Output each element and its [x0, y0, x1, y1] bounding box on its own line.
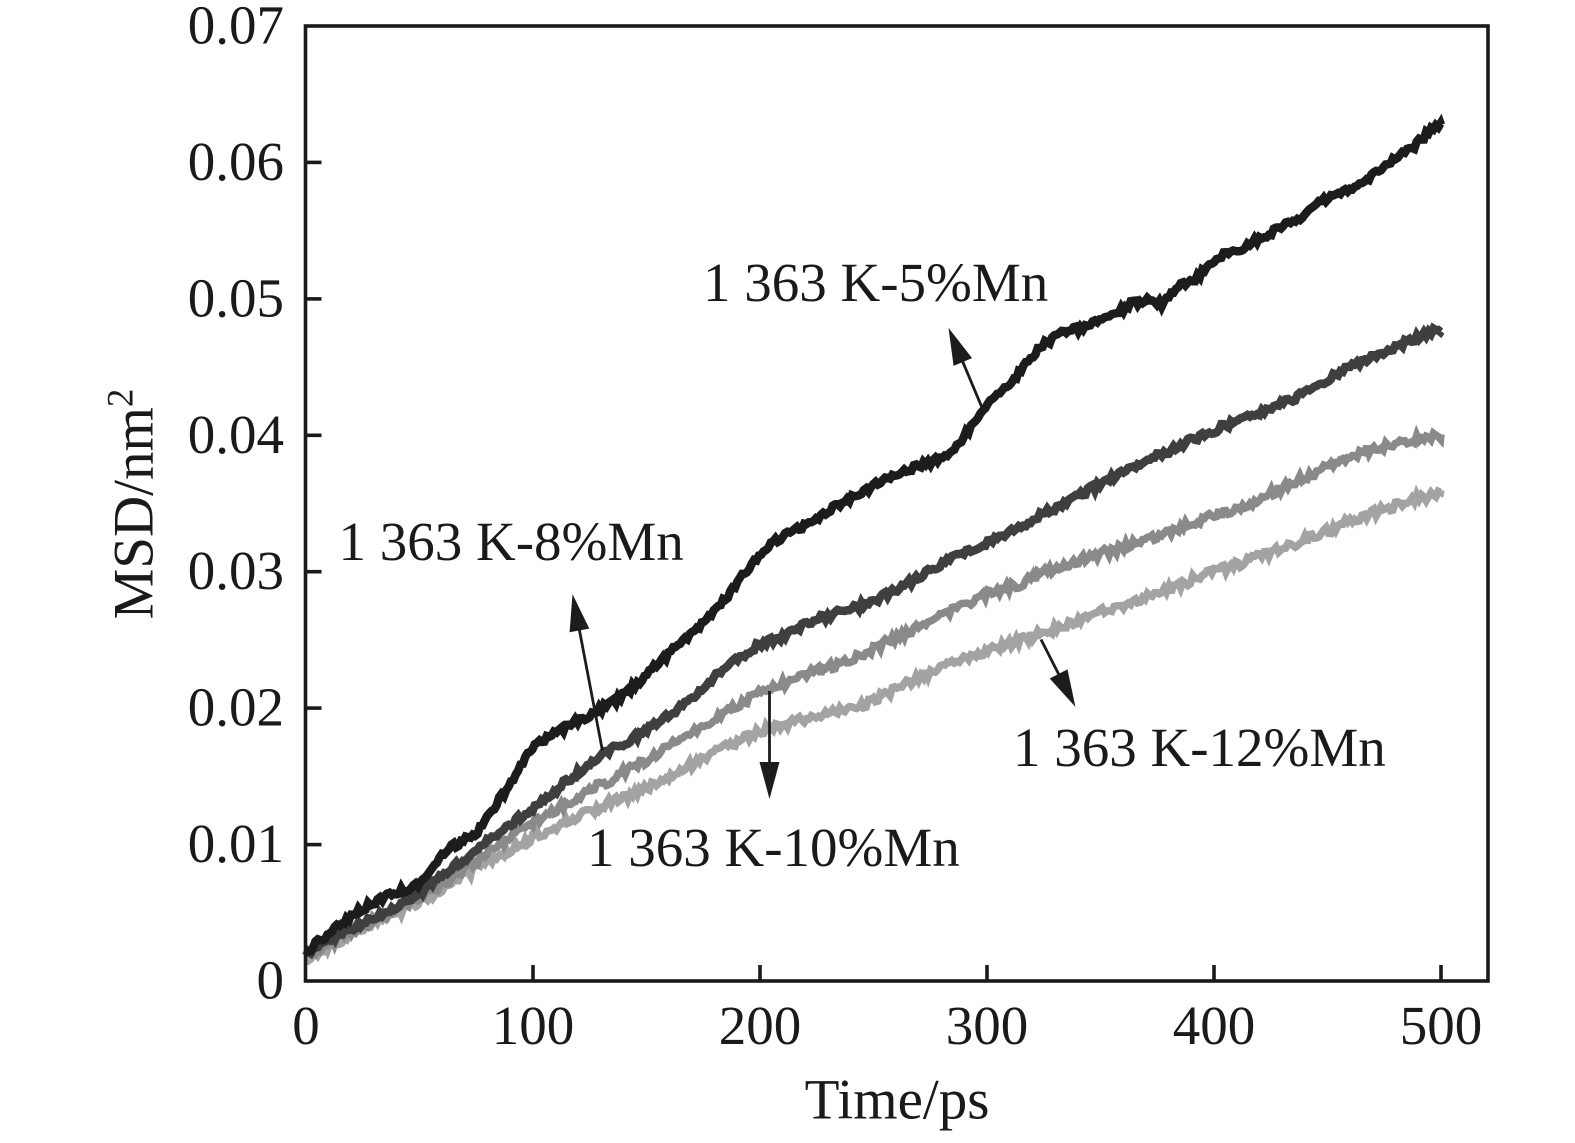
svg-text:0: 0	[257, 950, 285, 1011]
svg-text:Time/ps: Time/ps	[805, 1069, 990, 1132]
svg-text:0: 0	[292, 995, 320, 1056]
svg-text:0.05: 0.05	[188, 267, 284, 328]
svg-text:200: 200	[719, 995, 802, 1056]
svg-text:400: 400	[1173, 995, 1256, 1056]
svg-text:300: 300	[946, 995, 1029, 1056]
svg-text:1 363 K-8%Mn: 1 363 K-8%Mn	[339, 511, 684, 572]
svg-text:0.02: 0.02	[188, 677, 284, 738]
svg-text:0.06: 0.06	[188, 131, 284, 192]
svg-text:1 363 K-12%Mn: 1 363 K-12%Mn	[1013, 717, 1386, 778]
svg-text:0.04: 0.04	[188, 404, 284, 465]
svg-text:0.07: 0.07	[188, 0, 284, 56]
svg-text:1 363 K-5%Mn: 1 363 K-5%Mn	[703, 252, 1048, 313]
svg-text:MSD/nm2: MSD/nm2	[101, 389, 166, 620]
svg-text:500: 500	[1400, 995, 1483, 1056]
svg-text:100: 100	[492, 995, 575, 1056]
svg-text:0.03: 0.03	[188, 540, 284, 601]
svg-text:0.01: 0.01	[188, 813, 284, 874]
svg-text:1 363 K-10%Mn: 1 363 K-10%Mn	[587, 817, 960, 878]
